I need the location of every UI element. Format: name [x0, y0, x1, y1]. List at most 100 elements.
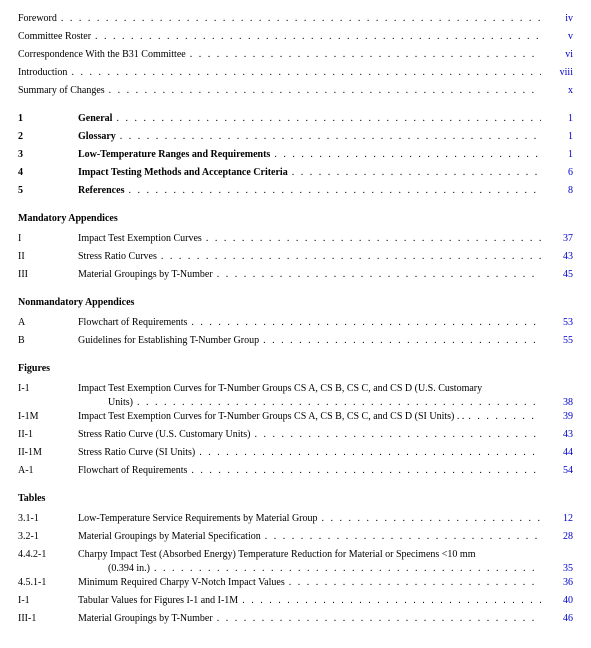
toc-dots: [217, 612, 541, 626]
toc-dots: [255, 428, 542, 442]
toc-dots: [217, 268, 541, 282]
chapters-section: 1 General 1 2 Glossary 1 3 Low-Temperatu…: [18, 112, 573, 198]
toc-number: II-1M: [18, 446, 78, 460]
toc-entry: 1 General 1: [18, 112, 573, 126]
toc-number: I-1M: [18, 410, 78, 424]
toc-dots: [242, 594, 541, 608]
toc-number: III: [18, 268, 78, 282]
toc-page-link[interactable]: v: [541, 30, 573, 44]
toc-page-link[interactable]: 54: [541, 464, 573, 478]
toc-title: Impact Test Exemption Curves: [78, 232, 206, 246]
toc-page-link[interactable]: 46: [541, 612, 573, 626]
toc-entry: A-1 Flowchart of Requirements 54: [18, 464, 573, 478]
toc-dots: [289, 576, 541, 590]
toc-number: II: [18, 250, 78, 264]
toc-dots: [128, 184, 541, 198]
toc-page-link[interactable]: 43: [541, 428, 573, 442]
toc-page-link[interactable]: vi: [541, 48, 573, 62]
toc-title: Charpy Impact Test (Absorbed Energy) Tem…: [78, 548, 479, 562]
toc-page-link[interactable]: 37: [541, 232, 573, 246]
toc-dots: [191, 316, 541, 330]
toc-title: Stress Ratio Curves: [78, 250, 161, 264]
toc-entry: 3.2-1 Material Groupings by Material Spe…: [18, 530, 573, 544]
toc-number: I-1: [18, 382, 78, 396]
toc-page-link[interactable]: 43: [541, 250, 573, 264]
toc-page-link[interactable]: 39: [541, 410, 573, 424]
toc-entry: II Stress Ratio Curves 43: [18, 250, 573, 264]
toc-entry: 3.1-1 Low-Temperature Service Requiremen…: [18, 512, 573, 526]
toc-page-link[interactable]: 40: [541, 594, 573, 608]
toc-dots: [206, 232, 541, 246]
mandatory-heading: Mandatory Appendices: [18, 212, 573, 226]
toc-dots: [137, 396, 541, 410]
toc-number: 2: [18, 130, 78, 144]
toc-entry: I Impact Test Exemption Curves 37: [18, 232, 573, 246]
toc-entry: 4.4.2-1 Charpy Impact Test (Absorbed Ene…: [18, 548, 573, 576]
toc-dots: [161, 250, 541, 264]
toc-dots: [109, 84, 541, 98]
toc-page-link[interactable]: 8: [541, 184, 573, 198]
toc-entry: B Guidelines for Establishing T-Number G…: [18, 334, 573, 348]
toc-page-link[interactable]: iv: [541, 12, 573, 26]
figures-section: I-1 Impact Test Exemption Curves for T-N…: [18, 382, 573, 478]
toc-page-link[interactable]: 45: [541, 268, 573, 282]
toc-dots: [263, 334, 541, 348]
toc-title-cont: Units): [108, 396, 137, 410]
toc-title: General: [78, 112, 116, 126]
toc-number: II-1: [18, 428, 78, 442]
toc-title: Low-Temperature Ranges and Requirements: [78, 148, 274, 162]
toc-title: Material Groupings by Material Specifica…: [78, 530, 265, 544]
toc-page-link[interactable]: 53: [541, 316, 573, 330]
toc-title: Tabular Values for Figures I-1 and I-1M: [78, 594, 242, 608]
toc-number: 3.1-1: [18, 512, 78, 526]
toc-number: I-1: [18, 594, 78, 608]
toc-page-link[interactable]: 38: [541, 396, 573, 410]
toc-page-link[interactable]: 1: [541, 130, 573, 144]
toc-title: Minimum Required Charpy V-Notch Impact V…: [78, 576, 289, 590]
toc-entry: Introduction viii: [18, 66, 573, 80]
mandatory-section: I Impact Test Exemption Curves 37 II Str…: [18, 232, 573, 282]
toc-page-link[interactable]: 1: [541, 112, 573, 126]
toc-number: A: [18, 316, 78, 330]
toc-page-link[interactable]: 55: [541, 334, 573, 348]
toc-dots: [191, 464, 541, 478]
toc-entry: I-1M Impact Test Exemption Curves for T-…: [18, 410, 573, 424]
toc-page-link[interactable]: 36: [541, 576, 573, 590]
toc-page-link[interactable]: 35: [541, 562, 573, 576]
frontmatter-section: Foreword iv Committee Roster v Correspon…: [18, 12, 573, 98]
toc-page-link[interactable]: viii: [541, 66, 573, 80]
toc-entry: 4.5.1-1 Minimum Required Charpy V-Notch …: [18, 576, 573, 590]
toc-title: Introduction: [18, 66, 71, 80]
toc-entry: II-1 Stress Ratio Curve (U.S. Customary …: [18, 428, 573, 442]
toc-page-link[interactable]: 28: [541, 530, 573, 544]
toc-number: 1: [18, 112, 78, 126]
toc-entry: 5 References 8: [18, 184, 573, 198]
toc-entry: I-1 Tabular Values for Figures I-1 and I…: [18, 594, 573, 608]
toc-title: Foreword: [18, 12, 61, 26]
toc-number: 3: [18, 148, 78, 162]
toc-entry: Correspondence With the B31 Committee vi: [18, 48, 573, 62]
toc-title: Stress Ratio Curve (U.S. Customary Units…: [78, 428, 255, 442]
toc-dots: [292, 166, 541, 180]
toc-page-link[interactable]: 1: [541, 148, 573, 162]
figures-heading: Figures: [18, 362, 573, 376]
tables-section: 3.1-1 Low-Temperature Service Requiremen…: [18, 512, 573, 626]
toc-dots: [199, 446, 541, 460]
toc-page-link[interactable]: x: [541, 84, 573, 98]
toc-dots: [468, 410, 541, 424]
toc-page-link[interactable]: 44: [541, 446, 573, 460]
toc-title: Flowchart of Requirements: [78, 316, 191, 330]
toc-entry: Committee Roster v: [18, 30, 573, 44]
toc-title: Guidelines for Establishing T-Number Gro…: [78, 334, 263, 348]
toc-entry: A Flowchart of Requirements 53: [18, 316, 573, 330]
toc-entry: III-1 Material Groupings by T-Number 46: [18, 612, 573, 626]
toc-title: Glossary: [78, 130, 120, 144]
toc-number: 5: [18, 184, 78, 198]
toc-dots: [116, 112, 541, 126]
toc-title: Impact Test Exemption Curves for T-Numbe…: [78, 410, 468, 424]
toc-entry: 3 Low-Temperature Ranges and Requirement…: [18, 148, 573, 162]
toc-page-link[interactable]: 12: [541, 512, 573, 526]
toc-page-link[interactable]: 6: [541, 166, 573, 180]
toc-entry: Summary of Changes x: [18, 84, 573, 98]
toc-entry: II-1M Stress Ratio Curve (SI Units) 44: [18, 446, 573, 460]
